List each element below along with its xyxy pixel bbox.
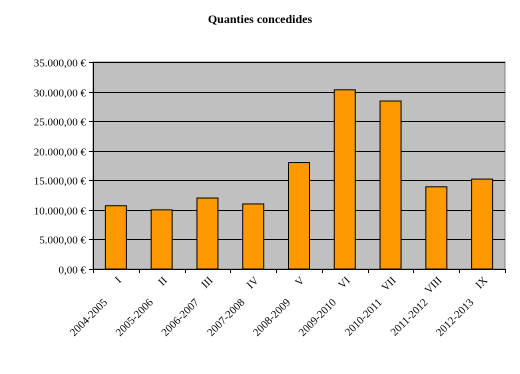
x-tick-label: 2010-2011 — [343, 297, 385, 339]
x-tick-label: VIII — [423, 274, 445, 296]
x-tick-label: 2008-2009 — [251, 296, 294, 339]
y-tick-label: 5.000,00 € — [39, 235, 86, 247]
x-tick-label: 2012-2013 — [434, 296, 477, 339]
x-tick-label: II — [156, 274, 170, 288]
bar — [425, 186, 448, 270]
x-tick-label: I — [113, 274, 124, 285]
y-tick-label: 15.000,00 € — [34, 176, 87, 188]
y-tick-label: 35.000,00 € — [34, 58, 87, 70]
x-tick-label: 2007-2008 — [205, 296, 248, 339]
bar — [196, 197, 219, 270]
bar — [150, 209, 173, 270]
y-tick-label: 30.000,00 € — [34, 88, 87, 100]
x-tick-label: 2005-2006 — [114, 296, 157, 339]
bar — [242, 203, 265, 270]
y-tick-label: 0,00 € — [59, 265, 87, 277]
bar — [288, 162, 310, 270]
x-tick-label: 2004-2005 — [68, 296, 111, 339]
x-tick-label: 2006-2007 — [159, 296, 202, 339]
x-tick-label: VII — [379, 274, 399, 294]
x-tick-label: IV — [245, 275, 262, 292]
bar — [471, 178, 494, 270]
bar — [104, 205, 127, 270]
x-tick-label: 2011-2012 — [389, 297, 431, 339]
y-tick-label: 10.000,00 € — [34, 206, 87, 218]
y-tick-label: 20.000,00 € — [34, 147, 87, 159]
x-tick-label: 2009-2010 — [297, 296, 340, 339]
bar — [379, 100, 402, 270]
x-tick-label: III — [199, 274, 215, 290]
y-tick-label: 25.000,00 € — [34, 117, 87, 129]
x-tick-label: VI — [336, 274, 353, 291]
bar — [333, 89, 356, 270]
x-tick-label: IX — [474, 275, 491, 292]
x-tick-label: V — [293, 275, 307, 289]
chart-title: Quanties concedides — [207, 12, 313, 26]
